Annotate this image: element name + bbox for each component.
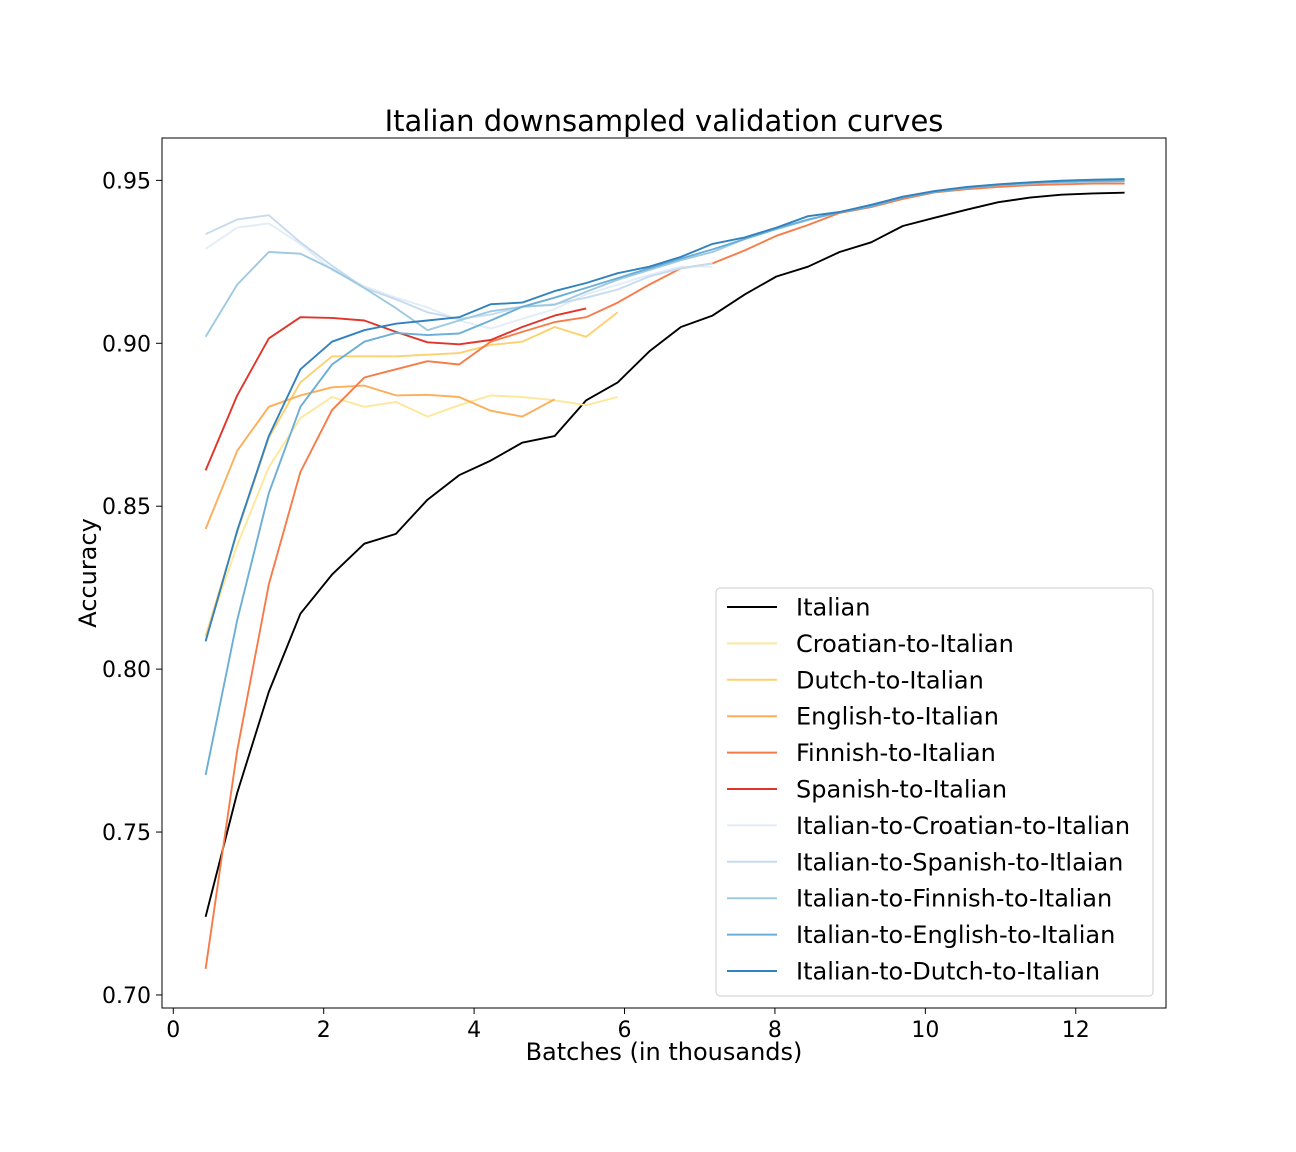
x-tick-label: 0: [166, 1018, 180, 1043]
chart-title: Italian downsampled validation curves: [385, 104, 944, 138]
legend-label: Spanish-to-Italian: [796, 776, 1007, 804]
y-tick-label: 0.90: [102, 332, 151, 357]
legend-label: Italian-to-Finnish-to-Italian: [796, 885, 1112, 913]
legend-item-italian-to-finnish-to-italian: Italian-to-Finnish-to-Italian: [727, 885, 1112, 913]
plot-frame: [161, 137, 1167, 1009]
x-tick-label: 6: [618, 1018, 632, 1043]
legend-label: Italian-to-Spanish-to-Itlaian: [796, 848, 1123, 876]
legend-item-italian-to-english-to-italian: Italian-to-English-to-Italian: [727, 921, 1115, 949]
plot-area: [204, 178, 1125, 970]
series-line-croatian-to-italian: [204, 394, 618, 637]
series-line-italian: [204, 191, 1125, 918]
x-tick-label: 8: [768, 1018, 782, 1043]
legend-item-croatian-to-italian: Croatian-to-Italian: [727, 630, 1014, 658]
y-tick-label: 0.70: [102, 984, 151, 1009]
legend-label: Croatian-to-Italian: [796, 630, 1014, 658]
x-axis: 0 2 4 6 8 10 12: [166, 1008, 1090, 1043]
series-line-dutch-to-italian: [204, 311, 619, 637]
legend-item-spanish-to-italian: Spanish-to-Italian: [727, 776, 1007, 804]
series-line-spanish-to-italian: [204, 307, 587, 471]
y-tick-label: 0.75: [102, 821, 151, 846]
legend: Italian Croatian-to-Italian Dutch-to-Itali…: [715, 587, 1154, 997]
legend-label: Italian-to-English-to-Italian: [796, 921, 1115, 949]
series-line-english-to-italian: [204, 384, 556, 530]
legend-item-italian-to-dutch-to-italian: Italian-to-Dutch-to-Italian: [727, 958, 1100, 986]
legend-item-italian-to-croatian-to-italian: Italian-to-Croatian-to-Italian: [727, 812, 1130, 840]
series-line-italian-to-dutch-to-italian: [204, 178, 1125, 642]
y-tick-label: 0.80: [102, 658, 151, 683]
x-tick-label: 10: [911, 1018, 939, 1043]
legend-item-italian-to-spanish-to-itlaian: Italian-to-Spanish-to-Itlaian: [727, 848, 1123, 876]
x-axis-title: Batches (in thousands): [526, 1038, 803, 1066]
legend-item-english-to-italian: English-to-Italian: [727, 703, 999, 731]
y-tick-label: 0.85: [102, 495, 151, 520]
legend-label: Italian: [796, 594, 870, 622]
legend-item-dutch-to-italian: Dutch-to-Italian: [727, 666, 984, 694]
legend-label: English-to-Italian: [796, 703, 999, 731]
legend-item-finnish-to-italian: Finnish-to-Italian: [727, 739, 996, 767]
legend-item-italian: Italian: [727, 594, 870, 622]
x-tick-label: 12: [1062, 1018, 1090, 1043]
x-tick-label: 4: [467, 1018, 481, 1043]
series-line-finnish-to-italian: [204, 182, 1125, 970]
y-axis: 0.70 0.75 0.80 0.85 0.90 0.95: [102, 169, 162, 1009]
legend-label: Finnish-to-Italian: [796, 739, 996, 767]
legend-label: Italian-to-Dutch-to-Italian: [796, 958, 1100, 986]
y-tick-label: 0.95: [102, 169, 151, 194]
legend-label: Italian-to-Croatian-to-Italian: [796, 812, 1130, 840]
x-tick-label: 2: [317, 1018, 331, 1043]
y-axis-title: Accuracy: [74, 518, 102, 628]
series-line-italian-to-spanish-to-itlaian: [205, 214, 713, 320]
legend-box: [715, 587, 1154, 997]
legend-label: Dutch-to-Italian: [796, 666, 984, 694]
